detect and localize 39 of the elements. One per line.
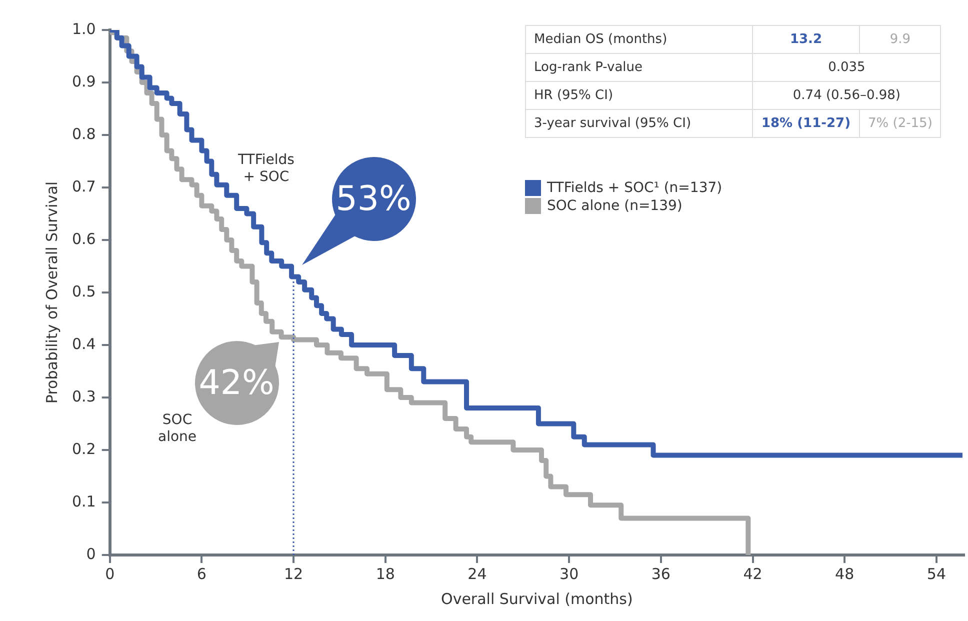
x-tick-label: 30 <box>560 564 579 583</box>
annotation: 9.9 <box>860 26 941 54</box>
y-tick-label: 0.1 <box>72 492 96 510</box>
annotation: SOC alone <box>158 412 197 446</box>
legend-label: TTFields + SOC¹ (n=137) <box>547 180 722 196</box>
x-tick-label: 0 <box>105 564 115 583</box>
y-tick-label: 0.4 <box>72 334 96 353</box>
annotation: 7% (2-15) <box>860 110 941 138</box>
y-tick-label: 0.3 <box>72 387 96 406</box>
x-tick-label: 36 <box>651 564 670 583</box>
x-tick-label: 24 <box>468 564 487 583</box>
y-tick-label: 1.0 <box>72 20 96 38</box>
y-tick-label: 0.8 <box>72 124 96 143</box>
x-tick-label: 54 <box>926 564 946 583</box>
x-tick-label: 12 <box>284 564 304 583</box>
y-tick-label: 0.7 <box>72 177 96 196</box>
x-tick-label: 42 <box>743 564 762 583</box>
annotation: 42% <box>198 362 274 403</box>
annotation: TTFields + SOC <box>238 152 294 186</box>
y-tick-label: 0.5 <box>72 282 96 300</box>
x-tick-label: 6 <box>196 564 206 583</box>
y-axis-title: Probability of Overall Survival <box>42 181 61 404</box>
annotation: HR (95% CI) <box>526 82 752 110</box>
annotation: Median OS (months) <box>526 26 752 54</box>
annotation: 3-year survival (95% CI) <box>533 115 692 133</box>
annotation: 0.74 (0.56–0.98) <box>752 82 941 110</box>
annotation: 13.2 <box>752 26 860 54</box>
annotation: Log-rank P-value <box>526 54 752 82</box>
y-tick-label: 0.9 <box>72 72 96 90</box>
y-tick-label: 0.6 <box>72 230 96 248</box>
x-axis-title: Overall Survival (months) <box>441 590 633 608</box>
y-tick-label: 0.2 <box>72 440 96 458</box>
y-tick-label: 0 <box>86 544 96 563</box>
annotation: 0.035 <box>752 54 941 82</box>
legend-label: SOC alone (n=139) <box>547 198 682 214</box>
annotation: 18% (11-27) <box>752 110 860 138</box>
x-tick-label: 18 <box>376 564 395 583</box>
x-tick-label: 48 <box>835 564 854 583</box>
annotation: 53% <box>336 178 412 219</box>
